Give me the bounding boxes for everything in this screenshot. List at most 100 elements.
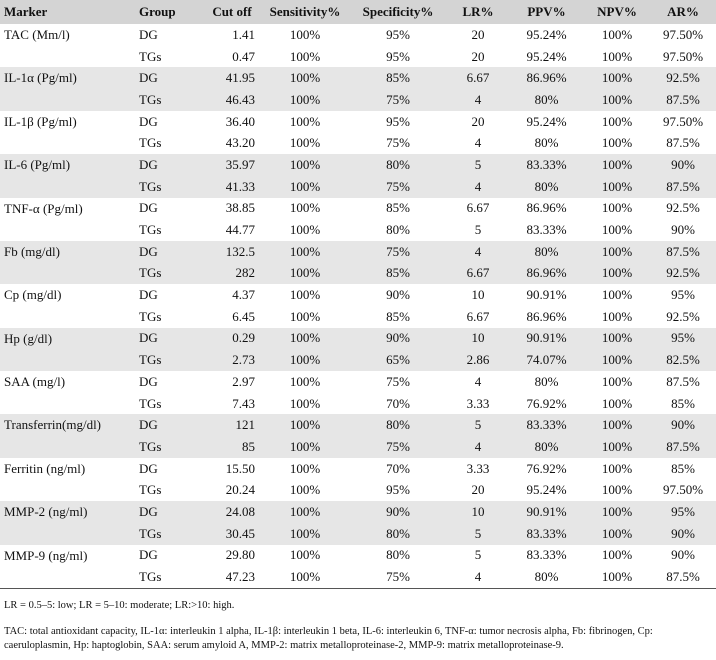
table-row: IL-6 (Pg/ml) DG 35.97 100% 80% 5 83.33% 100% 90% — [0, 154, 716, 198]
cell: 85% — [386, 308, 410, 324]
marker-cell: MMP-2 (ng/ml) — [0, 501, 135, 545]
cell: 29.80 — [225, 547, 255, 563]
cell: TGs — [139, 135, 162, 151]
cell: 100% — [261, 349, 349, 371]
table-row: TGs 7.43 100% 70% 3.33 76.92% 100% 85% — [0, 393, 716, 415]
cell: 4 — [447, 175, 509, 198]
cell: 90.91% — [526, 287, 567, 303]
marker-cell: Transferrin(mg/dl) — [0, 414, 135, 458]
marker-cell: IL-6 (Pg/ml) — [0, 154, 135, 198]
cell: DG — [139, 287, 158, 303]
cell: 86.96% — [526, 308, 567, 324]
cell: 80% — [349, 522, 447, 545]
cell: 75% — [386, 373, 410, 389]
cell: 75% — [386, 135, 410, 151]
cell: 70% — [386, 460, 410, 476]
cell: 85% — [671, 395, 695, 411]
table-row: TGs 85 100% 75% 4 80% 100% 87.5% — [0, 436, 716, 458]
footnote: TAC: total antioxidant capacity, IL-1α: … — [4, 626, 653, 651]
cell: 6.67 — [447, 67, 509, 90]
cell: 100% — [601, 113, 633, 129]
cell: 90% — [650, 154, 716, 176]
cell: 0.29 — [203, 327, 261, 350]
cell: 44.77 — [225, 222, 255, 238]
cell: 5 — [447, 154, 509, 176]
cell: DG — [135, 501, 203, 523]
cell: 80% — [509, 89, 584, 111]
cell: 4 — [447, 89, 509, 111]
cell: 20 — [471, 113, 485, 129]
cell: 100% — [289, 113, 321, 129]
cell: TGs — [135, 89, 203, 111]
cell: TGs — [139, 222, 162, 238]
cell: 5 — [474, 222, 482, 238]
cell: 80% — [534, 569, 559, 585]
cell: 80% — [509, 175, 584, 198]
table-row: MMP-2 (ng/ml) DG 24.08 100% 90% 10 90.91% 100% 9… — [0, 501, 716, 545]
cell: 100% — [289, 135, 321, 151]
cell: 90% — [671, 547, 695, 563]
cell: 2.86 — [447, 349, 509, 371]
table-row: TGs 44.77 100% 80% 5 83.33% 100% 90% — [0, 219, 716, 241]
header-cell: PPV% — [509, 0, 584, 24]
cell: 20 — [471, 48, 485, 64]
cell: 100% — [261, 67, 349, 90]
table-row: Transferrin(mg/dl) DG 121 100% 80% 5 83.33% 100… — [0, 414, 716, 458]
cell: 92.5% — [650, 262, 716, 285]
cell: 4 — [474, 373, 482, 389]
cell: 47.23 — [225, 569, 255, 585]
header-cell: AR% — [650, 0, 716, 24]
cell: 95% — [386, 48, 410, 64]
cell: 4 — [447, 240, 509, 263]
cell: 282 — [203, 262, 261, 285]
cell: 97.50% — [662, 482, 704, 498]
cell: 85 — [203, 436, 261, 458]
cell: 5 — [447, 522, 509, 545]
cell: DG — [135, 414, 203, 437]
cell: 36.40 — [225, 113, 255, 129]
cell: 41.95 — [203, 67, 261, 90]
cell: 100% — [584, 240, 650, 263]
cell: DG — [139, 547, 158, 563]
cell: 86.96% — [526, 200, 567, 216]
cell: DG — [139, 200, 158, 216]
cell: 80% — [534, 135, 559, 151]
cell: 4 — [474, 135, 482, 151]
table-row: Fb (mg/dl) DG 132.5 100% 75% 4 80% 100% 87.5% — [0, 240, 716, 285]
cell: 95% — [386, 482, 410, 498]
cell: 100% — [601, 373, 633, 389]
cell: 95% — [386, 113, 410, 129]
table-body: TAC (Mm/l) DG 1.41 100% 95% 20 95.24% 100% 97.50… — [0, 24, 716, 589]
cell: 80% — [349, 154, 447, 176]
cell: 85% — [671, 460, 695, 476]
cell: 80% — [349, 414, 447, 437]
marker-cell: TNF-α (Pg/ml) — [4, 200, 83, 216]
cell: DG — [135, 154, 203, 176]
cell: 100% — [289, 569, 321, 585]
cell: 100% — [584, 154, 650, 176]
table-row: TGs 41.33 100% 75% 4 80% 100% 87.5% — [0, 175, 716, 198]
cell: 75% — [386, 569, 410, 585]
cell: 100% — [584, 175, 650, 198]
table-row: TGs 43.20 100% 75% 4 80% 100% 87.5% — [0, 132, 716, 154]
table-row: TNF-α (Pg/ml) DG 38.85 100% 85% 6.67 86.96% 100… — [0, 198, 716, 220]
cell: 90% — [349, 501, 447, 523]
cell: 100% — [601, 569, 633, 585]
cell: 82.5% — [650, 349, 716, 371]
cell: TGs — [135, 349, 203, 371]
header-cell: Group — [135, 0, 203, 24]
cell: 6.67 — [466, 308, 490, 324]
table-row: TGs 30.45 100% 80% 5 83.33% 100% 90% — [0, 522, 716, 545]
cell: TGs — [135, 522, 203, 545]
cell: 20 — [471, 482, 485, 498]
cell: 83.33% — [509, 414, 584, 437]
table-row: IL-1β (Pg/ml) DG 36.40 100% 95% 20 95.24% 100% 9… — [0, 111, 716, 133]
cell: 132.5 — [203, 240, 261, 263]
cell: 92.5% — [666, 308, 700, 324]
cell: 121 — [203, 414, 261, 437]
cell: DG — [139, 113, 158, 129]
cell: 100% — [584, 522, 650, 545]
cell: 20 — [471, 26, 485, 42]
cell: 6.67 — [466, 200, 490, 216]
cell: 100% — [289, 308, 321, 324]
